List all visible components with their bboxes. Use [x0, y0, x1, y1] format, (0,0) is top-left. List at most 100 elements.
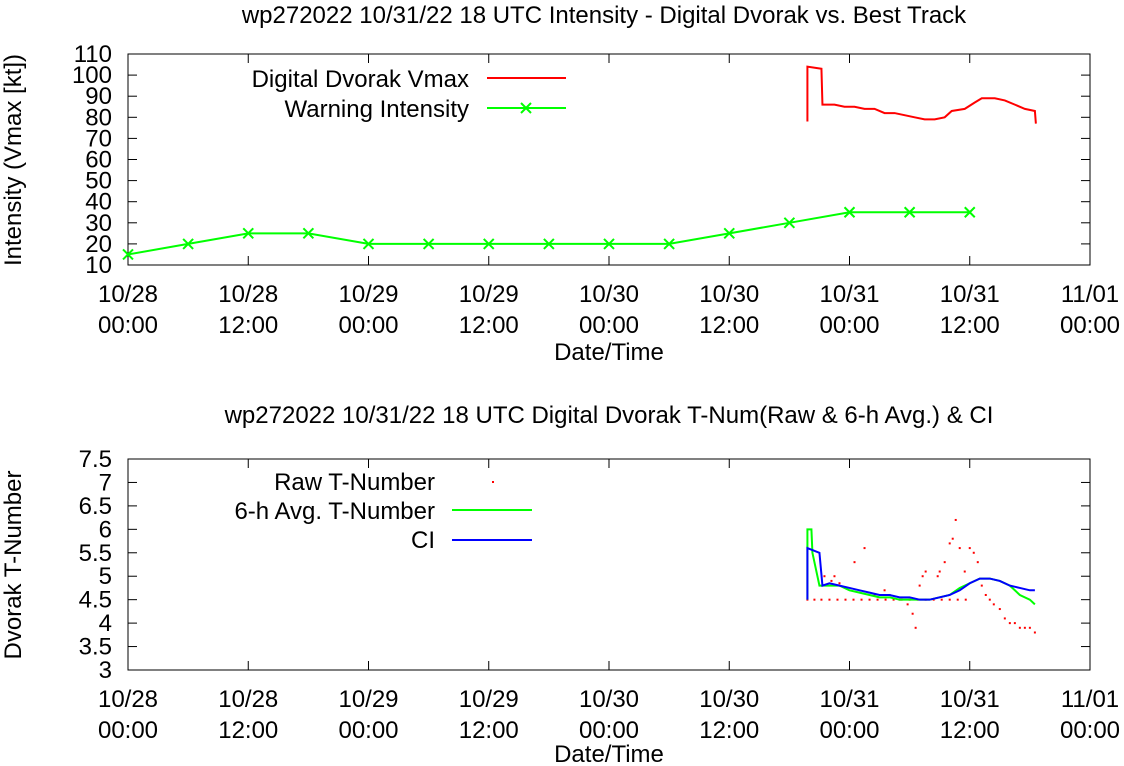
x-tick-label-date: 11/01: [1061, 281, 1119, 308]
x-tick-label-time: 12:00: [459, 312, 519, 339]
y-axis-label: Dvorak T-Number: [0, 471, 27, 660]
data-point-raw: [1033, 631, 1036, 634]
series-line-ci: [806, 546, 1035, 601]
data-point-raw: [876, 598, 879, 601]
y-tick-label: 60: [85, 147, 112, 174]
data-point-raw: [948, 598, 951, 601]
data-point-warning: [242, 227, 254, 240]
series-line-warning: [127, 211, 970, 256]
x-tick-label-date: 10/31: [940, 281, 1000, 308]
x-tick-label-time: 00:00: [1060, 717, 1120, 744]
data-point-raw: [1013, 622, 1016, 625]
x-tick-label-date: 10/30: [699, 281, 759, 308]
data-point-raw: [956, 598, 959, 601]
x-tick-label-time: 12:00: [699, 717, 759, 744]
x-tick-label-date: 11/01: [1061, 686, 1119, 713]
x-tick-label-time: 12:00: [699, 312, 759, 339]
legend: Digital Dvorak Vmax Warning Intensity: [252, 66, 566, 123]
data-point-warning: [422, 238, 435, 250]
data-point-warning: [483, 238, 495, 250]
data-point-raw: [1003, 617, 1006, 620]
data-point-raw: [958, 547, 961, 550]
chart-title: wp272022 10/31/22 18 UTC Intensity - Dig…: [241, 2, 967, 29]
y-axis-label: Intensity (Vmax [kt]): [0, 54, 27, 266]
data-point-raw: [938, 570, 941, 573]
data-point-raw: [853, 561, 856, 564]
y-tick-label: 6.5: [79, 493, 112, 520]
data-point-raw: [1018, 626, 1021, 629]
y-tick-label: 7.5: [79, 446, 112, 473]
data-point-warning: [362, 238, 375, 250]
x-tick-label-date: 10/29: [338, 281, 398, 308]
data-point-raw: [918, 584, 921, 587]
x-tick-label-time: 12:00: [218, 717, 278, 744]
data-point-raw: [1008, 622, 1011, 625]
data-point-warning: [603, 238, 615, 250]
x-tick-label-date: 10/29: [459, 686, 519, 713]
data-point-raw: [1023, 626, 1026, 629]
x-tick-label-time: 00:00: [338, 312, 398, 339]
x-tick-label-time: 00:00: [579, 717, 639, 744]
data-point-warning: [964, 206, 976, 218]
data-point-warning: [843, 206, 856, 218]
y-tick-label: 7: [99, 469, 112, 496]
data-point-raw: [924, 570, 927, 573]
x-tick-label-date: 10/29: [459, 281, 519, 308]
data-point-raw: [936, 575, 939, 578]
data-point-raw: [823, 575, 826, 578]
y-tick-label: 80: [85, 104, 112, 131]
data-point-warning: [543, 238, 555, 250]
data-point-raw: [963, 570, 966, 573]
data-point-raw: [972, 551, 975, 554]
y-tick-label: 4.5: [79, 587, 112, 614]
data-point-raw: [830, 579, 833, 582]
data-point-raw: [884, 598, 887, 601]
y-tick-label: 6: [99, 516, 112, 543]
legend-marker-x: [520, 102, 532, 114]
data-point-raw: [828, 598, 831, 601]
data-point-raw: [844, 598, 847, 601]
data-point-warning: [122, 248, 134, 261]
data-point-raw: [964, 598, 967, 601]
x-tick-label-date: 10/28: [98, 686, 158, 713]
series-layer: [122, 65, 1037, 261]
y-tick-label: 70: [85, 125, 112, 152]
x-tick-label-date: 10/28: [218, 281, 278, 308]
x-tick-label-time: 12:00: [218, 312, 278, 339]
x-axis-label: Date/Time: [554, 339, 664, 366]
data-point-raw: [948, 542, 951, 545]
data-point-raw: [1028, 626, 1031, 629]
data-point-warning: [663, 238, 675, 250]
x-tick-label-time: 12:00: [940, 312, 1000, 339]
data-point-raw: [921, 575, 924, 578]
data-point-raw: [883, 589, 886, 592]
x-axis: 10/28 00:00 10/28 12:00 10/29 00:00 10/29 12:00…: [98, 459, 1120, 744]
x-tick-label-date: 10/29: [338, 686, 398, 713]
x-tick-label-date: 10/30: [699, 686, 759, 713]
legend-label-raw: Raw T-Number: [274, 469, 435, 496]
x-tick-label-date: 10/31: [940, 686, 1000, 713]
legend-label-vmax: Digital Dvorak Vmax: [252, 66, 469, 93]
legend-marker-warning: [520, 102, 532, 114]
x-tick-label-date: 10/28: [218, 686, 278, 713]
data-point-raw: [868, 598, 871, 601]
x-tick-label-time: 00:00: [338, 717, 398, 744]
intensity-chart: wp272022 10/31/22 18 UTC Intensity - Dig…: [0, 2, 1120, 366]
data-point-warning: [723, 227, 735, 240]
series-line-vmax: [806, 65, 1037, 124]
data-point-raw: [914, 626, 917, 629]
data-point-raw: [911, 612, 914, 615]
data-point-raw: [954, 518, 957, 521]
data-point-raw: [968, 547, 971, 550]
x-tick-label-time: 00:00: [1060, 312, 1120, 339]
data-point-raw: [873, 593, 876, 596]
y-tick-label: 90: [85, 83, 112, 110]
legend-label-ci: CI: [411, 527, 435, 554]
data-point-raw: [836, 598, 839, 601]
x-tick-label-time: 00:00: [819, 312, 879, 339]
plot-frame: [127, 458, 1091, 671]
y-tick-label: 40: [85, 189, 112, 216]
legend-label-avg: 6-h Avg. T-Number: [234, 498, 435, 525]
